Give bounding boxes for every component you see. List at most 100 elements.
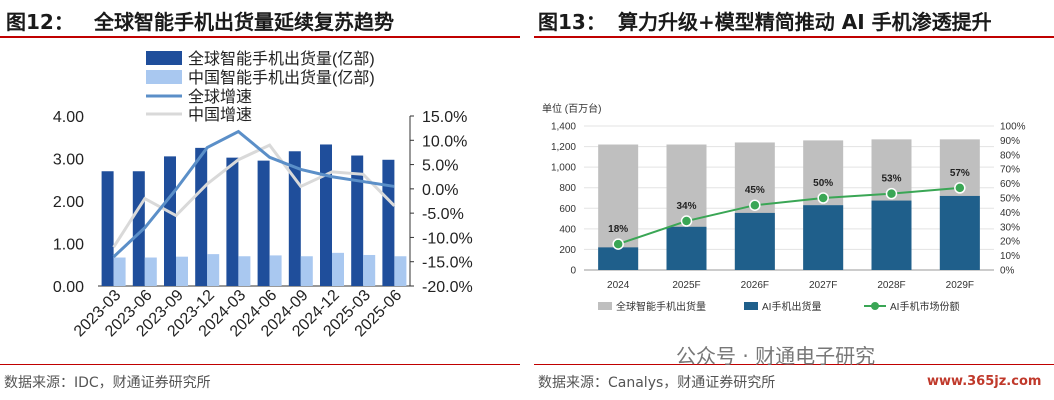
y-left-tick-label: 1,400 <box>551 122 576 133</box>
figure-13-bottom-rule <box>534 364 1054 365</box>
y-right-tick-label: 20% <box>1000 237 1020 248</box>
bar-global <box>132 171 145 286</box>
data-label-ai-share: 34% <box>676 201 696 212</box>
figure-13-title: 算力升级+模型精简推动 AI 手机渗透提升 <box>618 10 992 34</box>
bar-ai-shipments <box>734 212 775 270</box>
legend-label: 全球智能手机出货量(亿部) <box>188 50 375 68</box>
figure-13-panel: 图13： 算力升级+模型精简推动 AI 手机渗透提升 单位 (百万台) 0 200 4… <box>534 0 1054 400</box>
bar-global <box>320 144 332 286</box>
bar-china <box>144 257 157 286</box>
y-right-tick-label: 15.0% <box>422 109 467 126</box>
y-left-tick-label: 4.00 <box>53 109 84 126</box>
legend-label: 全球增速 <box>188 88 252 106</box>
y-right-tick-label: 80% <box>1000 150 1020 161</box>
bar-china <box>332 252 344 286</box>
figure-13-number: 图13： <box>538 10 606 34</box>
legend-label: 中国增速 <box>188 106 252 124</box>
y-right-tick-label: -20.0% <box>422 279 473 296</box>
y-right-tick-label: 10% <box>1000 251 1020 262</box>
y-right-tick-label: 0.0% <box>422 182 458 199</box>
x-tick-label: 2029F <box>946 280 974 291</box>
bar-ai-shipments <box>666 226 707 270</box>
bar-global <box>226 157 239 286</box>
figure-13-header: 图13： 算力升级+模型精简推动 AI 手机渗透提升 <box>534 0 1054 36</box>
bar-china <box>113 257 126 286</box>
bar-ai-shipments <box>871 200 912 270</box>
y-left-tick-label: 0 <box>570 266 576 277</box>
point-ai-share <box>885 187 898 200</box>
y-right-tick-label: 50% <box>1000 194 1020 205</box>
y-right-tick-label: -15.0% <box>422 255 473 272</box>
bar-china <box>394 256 407 286</box>
figure-12-number: 图12： <box>6 10 74 34</box>
y-left-tick-label: 1,000 <box>551 163 576 174</box>
x-tick-label: 2028F <box>877 280 905 291</box>
legend-swatch <box>744 302 758 310</box>
data-label-ai-share: 18% <box>608 224 628 235</box>
y-right-tick-label: -5.0% <box>422 206 464 223</box>
y-right-tick-label: 70% <box>1000 165 1020 176</box>
y-right-tick-label: 5.0% <box>422 158 458 175</box>
y-left-tick-label: 600 <box>559 204 576 215</box>
point-ai-share <box>817 192 829 204</box>
y-left-tick-label: 0.00 <box>53 279 84 296</box>
chart-13-svg: 单位 (百万台) 0 200 400 600 800 1,000 1,200 1,400 0% 10… <box>542 102 1026 313</box>
y-right-tick-label: 10.0% <box>422 133 467 150</box>
unit-label: 单位 (百万台) <box>542 102 601 115</box>
bar-ai-shipments <box>803 205 844 270</box>
legend-label: AI手机出货量 <box>762 300 821 313</box>
bar-global <box>351 155 364 286</box>
figure-12-source: 数据来源：IDC，财通证券研究所 <box>4 375 211 391</box>
x-tick-label: 2025F <box>672 280 700 291</box>
chart-12-svg: 0.00 1.00 2.00 3.00 4.00 -20.0% -15.0% -10.0% -5… <box>53 50 473 340</box>
y-left-tick-label: 400 <box>559 224 576 235</box>
y-left-tick-label: 1,200 <box>551 142 576 153</box>
bar-ai-shipments <box>939 195 980 270</box>
y-right-tick-label: 90% <box>1000 136 1020 147</box>
legend-swatch <box>146 51 182 65</box>
figure-12-title: 全球智能手机出货量延续复苏趋势 <box>94 10 394 34</box>
legend-swatch <box>598 302 612 310</box>
point-ai-share <box>612 238 624 250</box>
y-left-tick-label: 1.00 <box>53 237 84 254</box>
data-label-ai-share: 53% <box>881 174 901 185</box>
figure-13-top-rule <box>534 36 1054 38</box>
x-tick-label: 2026F <box>741 280 769 291</box>
bar-global <box>101 171 114 286</box>
bar-ai-shipments <box>598 247 639 270</box>
bar-china <box>207 254 220 286</box>
bar-global <box>195 147 208 286</box>
legend-swatch <box>871 302 879 310</box>
figure-12-panel: 图12： 全球智能手机出货量延续复苏趋势 0.00 1.00 2.00 3.00 4.0… <box>0 0 520 400</box>
bar-china <box>176 256 188 286</box>
bar-china <box>269 255 282 286</box>
y-left-tick-label: 200 <box>559 245 576 256</box>
bar-global <box>257 160 270 286</box>
bar-china <box>300 256 313 286</box>
y-left-tick-label: 2.00 <box>53 194 84 211</box>
y-right-tick-label: -10.0% <box>422 230 473 247</box>
bar-china <box>238 256 251 286</box>
point-ai-share <box>749 199 761 211</box>
y-right-tick-label: 100% <box>1000 122 1026 133</box>
bar-global <box>164 156 176 286</box>
y-left-tick-label: 3.00 <box>53 152 84 169</box>
line-global-growth <box>112 129 395 258</box>
wechat-watermark: 公众号 · 财通电子研究 <box>676 344 876 368</box>
figure-12-top-rule <box>0 36 520 38</box>
legend-label: 全球智能手机出货量 <box>616 300 706 313</box>
point-ai-share <box>954 182 966 194</box>
x-tick-label: 2024 <box>607 280 630 291</box>
legend-label: AI手机市场份额 <box>890 300 959 313</box>
figure-12-header: 图12： 全球智能手机出货量延续复苏趋势 <box>0 0 520 36</box>
figure-12-bottom-rule <box>0 364 520 365</box>
data-label-ai-share: 50% <box>813 178 833 189</box>
y-right-tick-label: 40% <box>1000 208 1020 219</box>
line-ai-share <box>617 186 960 246</box>
x-tick-label: 2027F <box>809 280 837 291</box>
bar-global <box>288 151 301 286</box>
point-ai-share <box>680 215 693 227</box>
site-watermark: www.365jz.com <box>927 374 1042 389</box>
figure-13-source: 数据来源：Canalys，财通证券研究所 <box>538 375 776 391</box>
data-label-ai-share: 57% <box>950 168 970 179</box>
